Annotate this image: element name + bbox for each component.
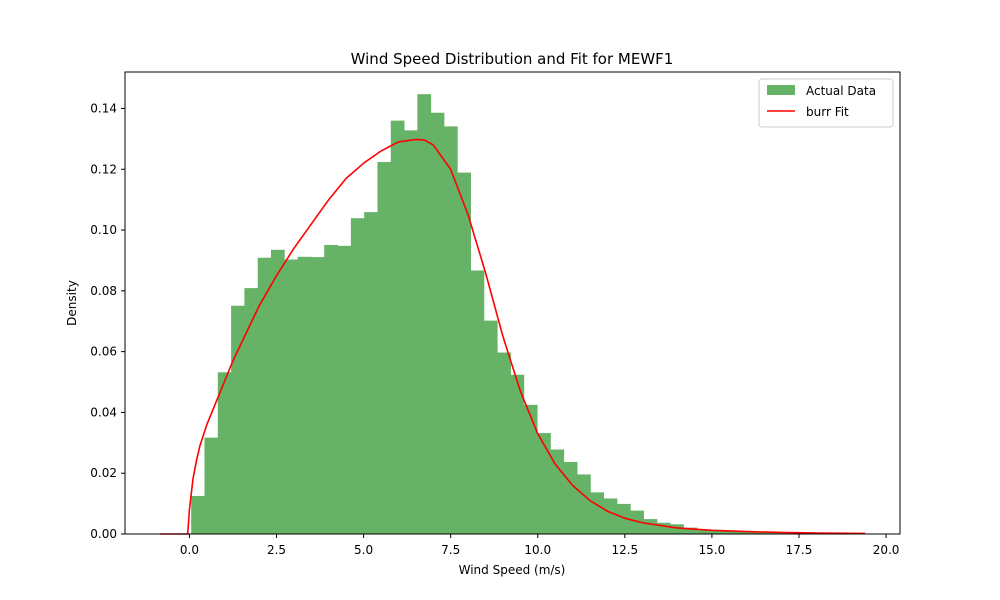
histogram-bar [696,529,711,534]
histogram-bar [683,527,698,534]
histogram-bar [284,259,299,534]
histogram-bar [497,352,511,534]
histogram-bar [324,244,338,535]
histogram-bar [643,519,658,534]
histogram-bar [577,474,591,534]
x-tick-label: 15.0 [699,543,726,557]
histogram-bar [470,270,485,534]
histogram-bar [656,522,671,534]
histogram-bars [191,94,857,535]
histogram-bar [443,126,458,534]
histogram-bar [310,257,325,534]
histogram-bar [736,531,751,534]
histogram-bar [244,288,259,534]
fit-curve-layer [159,138,866,535]
histogram-bar [750,532,764,534]
x-tick-label: 12.5 [611,543,638,557]
y-tick-label: 0.14 [90,101,117,115]
x-axis-ticks: 0.0 2.5 5.0 7.5 10.0 12.5 15.0 17.5 20.0 [180,534,900,557]
histogram-bar [191,496,205,534]
legend-swatch-actual-data [767,85,795,95]
histogram-bar [231,305,245,534]
y-tick-label: 0.00 [90,527,117,541]
histogram-bar [510,374,525,534]
histogram-bar [217,372,232,534]
legend: Actual Data burr Fit [758,78,894,128]
histogram-bar [483,320,498,534]
histogram-bar [390,120,405,534]
x-tick-label: 5.0 [354,543,373,557]
x-tick-label: 7.5 [441,543,460,557]
histogram-bar [297,256,312,534]
x-axis-title: Wind Speed (m/s) [459,563,566,577]
y-tick-label: 0.08 [90,284,117,298]
y-axis-ticks: 0.00 0.02 0.04 0.06 0.08 0.10 0.12 0.14 [90,101,125,541]
histogram-bar [404,130,418,534]
histogram-bar [710,530,724,534]
plot-frame [124,71,901,535]
y-tick-label: 0.12 [90,162,117,176]
y-tick-label: 0.10 [90,223,117,237]
histogram-bar [457,172,471,535]
histogram-bar [550,449,565,534]
histogram-bar [377,161,392,534]
x-tick-label: 20.0 [873,543,900,557]
burr-fit-line [159,138,866,535]
y-axis-title: Density [65,280,79,326]
histogram-bar [563,461,578,534]
chart-title: Wind Speed Distribution and Fit for MEWF… [351,50,674,68]
histogram-bar [271,249,285,534]
histogram-bar [763,532,778,534]
histogram-bar [670,524,684,534]
histogram-bar [337,245,352,534]
histogram-bar [364,212,378,534]
histogram-bar [630,510,644,534]
histogram-bar [350,218,365,535]
histogram-bar [537,433,551,534]
legend-label-actual-data: Actual Data [806,84,876,98]
histogram-bar [723,531,738,534]
x-tick-label: 10.0 [524,543,551,557]
y-tick-label: 0.02 [90,466,117,480]
legend-label-burr-fit: burr Fit [806,105,849,119]
y-tick-label: 0.06 [90,345,117,359]
x-tick-label: 2.5 [267,543,286,557]
histogram-bar [603,498,618,534]
x-tick-label: 0.0 [180,543,199,557]
histogram-bar [590,492,605,534]
histogram-bar [430,112,445,535]
histogram-bar [257,257,272,534]
x-tick-label: 17.5 [786,543,813,557]
histogram-bar [616,503,631,534]
histogram-bar [204,437,219,534]
histogram-bar [417,94,432,534]
y-tick-label: 0.04 [90,405,117,419]
histogram-bar [523,404,538,534]
